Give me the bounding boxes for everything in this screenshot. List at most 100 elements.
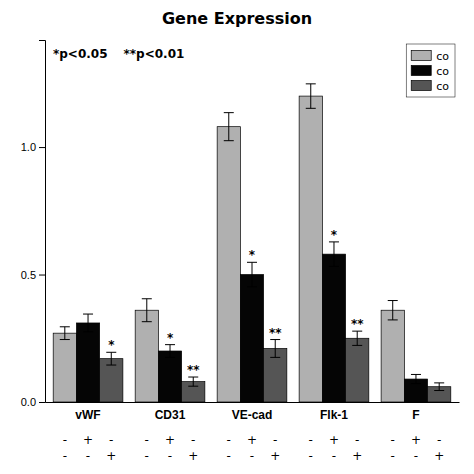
error-bar	[60, 327, 70, 340]
chart: Gene Expression 0.0 0.5 1.0 vWF CD31 VE-cad Flk…	[0, 0, 474, 474]
bar	[158, 351, 181, 402]
y-tick: 1.0	[21, 141, 45, 153]
condition-label: +	[106, 449, 116, 463]
y-tick-mark	[39, 402, 45, 403]
condition-label: -	[309, 433, 313, 447]
legend-frame	[406, 44, 455, 97]
condition-label: -	[145, 449, 149, 463]
x-tick: Flk-1	[320, 408, 348, 422]
bar	[76, 323, 99, 402]
condition-label: +	[165, 433, 175, 447]
significance-label: *	[249, 248, 256, 262]
y-tick-label: 0.5	[21, 269, 36, 281]
x-tick-label: VE-cad	[232, 408, 273, 422]
condition-label: -	[391, 433, 395, 447]
title: Gene Expression	[162, 9, 312, 28]
x-tick-label: CD31	[155, 408, 186, 422]
condition-label: +	[329, 433, 339, 447]
condition-label: -	[273, 433, 277, 447]
bar	[322, 254, 345, 402]
y-axis-line	[39, 41, 46, 403]
condition-label: -	[355, 433, 359, 447]
y-tick: 0.5	[21, 269, 45, 281]
annotation: **p<0.01	[124, 47, 185, 61]
condition-label: -	[168, 449, 172, 463]
y-axis: 0.0 0.5 1.0	[21, 41, 46, 409]
x-tick: vWF	[75, 408, 100, 422]
marks	[53, 84, 451, 402]
condition-label: +	[83, 433, 93, 447]
labels: ----------***+-+-+-+-+-*******-+-+-+-+-+…	[53, 47, 444, 463]
condition-label: -	[227, 449, 231, 463]
y-tick-label: 1.0	[21, 141, 36, 153]
legend-label: co	[436, 65, 449, 78]
significance-label: **	[351, 317, 364, 331]
condition-label: +	[352, 449, 362, 463]
legend-label: co	[436, 80, 449, 93]
condition-label: -	[391, 449, 395, 463]
condition-label: -	[63, 449, 67, 463]
bar	[299, 96, 322, 402]
condition-label: -	[63, 433, 67, 447]
x-tick-label: Flk-1	[320, 408, 348, 422]
error-bar	[165, 345, 175, 358]
y-tick-mark	[39, 275, 45, 276]
error-bar	[388, 301, 398, 320]
error-bar	[142, 299, 152, 322]
y-tick-mark	[39, 147, 45, 148]
error-bar	[224, 113, 234, 141]
significance-label: *	[167, 331, 174, 345]
annotation: *p<0.05	[53, 47, 108, 61]
error-bar	[106, 352, 116, 365]
error-bar	[411, 374, 421, 383]
condition-label: -	[437, 433, 441, 447]
error-bar	[434, 383, 444, 391]
bar	[240, 275, 263, 402]
condition-label: -	[109, 433, 113, 447]
x-axis-line	[46, 402, 460, 403]
x-tick-label: vWF	[75, 408, 100, 422]
condition-label: -	[227, 433, 231, 447]
plot-area: 0.00.51.0vWFCD31VE-cadFlk-1F----------**…	[21, 41, 460, 464]
error-bar	[270, 340, 280, 358]
condition-label: +	[411, 433, 421, 447]
x-tick: VE-cad	[232, 408, 273, 422]
condition-label: +	[247, 433, 257, 447]
condition-label: -	[309, 449, 313, 463]
error-bar	[352, 331, 362, 345]
error-bar	[83, 314, 93, 332]
x-tick: CD31	[155, 408, 186, 422]
bar	[53, 333, 76, 402]
condition-label: -	[414, 449, 418, 463]
x-tick-label: F	[412, 408, 419, 422]
legend-swatch	[411, 66, 431, 76]
bar	[135, 310, 158, 402]
condition-label: -	[191, 433, 195, 447]
legend-label: co	[436, 50, 449, 63]
bar	[346, 338, 369, 402]
y-tick: 0.0	[21, 396, 45, 408]
error-bar	[188, 377, 198, 386]
significance-label: *	[331, 228, 338, 242]
bar	[381, 310, 404, 402]
significance-label: *	[108, 338, 115, 352]
condition-label: -	[332, 449, 336, 463]
condition-label: -	[145, 433, 149, 447]
x-axis: vWF CD31 VE-cad Flk-1 F	[46, 403, 460, 422]
condition-label: +	[434, 449, 444, 463]
x-tick: F	[412, 408, 419, 422]
condition-label: +	[270, 449, 280, 463]
legend-swatch	[411, 51, 431, 61]
legend: co co co	[406, 44, 455, 97]
condition-label: -	[250, 449, 254, 463]
significance-label: **	[187, 363, 200, 377]
y-tick-label: 0.0	[21, 396, 36, 408]
error-bar	[329, 242, 339, 266]
condition-label: -	[86, 449, 90, 463]
significance-label: **	[269, 326, 282, 340]
error-bar	[306, 84, 316, 108]
condition-label: +	[188, 449, 198, 463]
legend-swatch	[411, 81, 431, 91]
bar	[217, 127, 240, 402]
error-bar	[247, 262, 257, 286]
